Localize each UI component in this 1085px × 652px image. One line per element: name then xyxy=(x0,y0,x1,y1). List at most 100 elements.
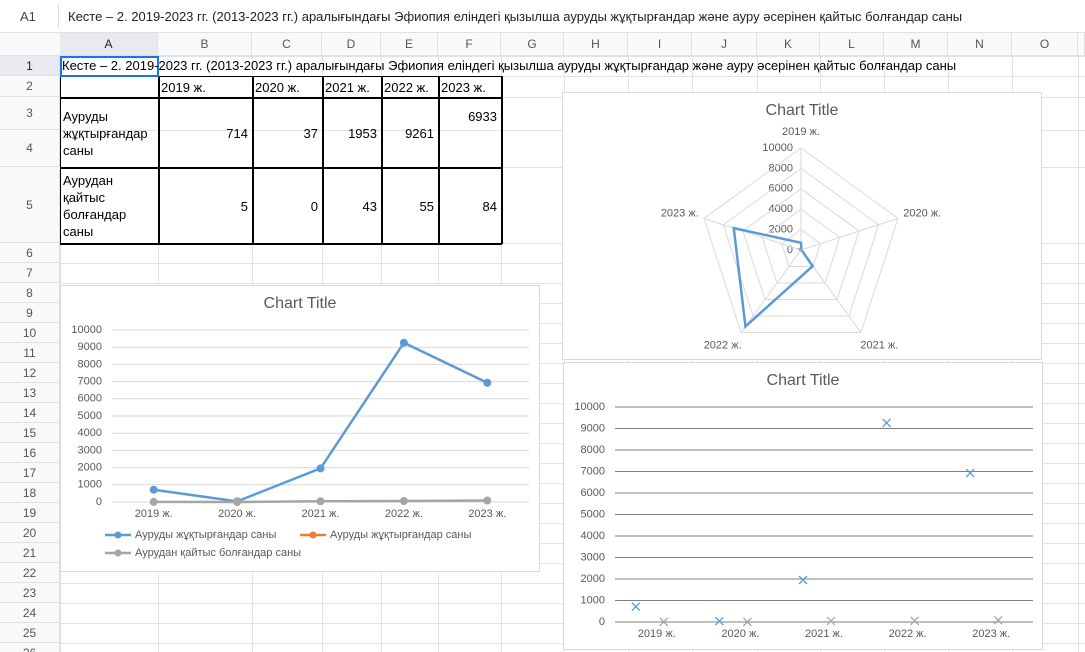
grid-line xyxy=(761,208,841,284)
column-header[interactable]: J xyxy=(692,33,757,56)
x-tick-label: 2021 ж. xyxy=(805,628,843,640)
column-header[interactable]: O xyxy=(1012,33,1078,56)
value-cell[interactable]: 6933 xyxy=(468,109,497,124)
row-header[interactable]: 5 xyxy=(0,167,60,243)
category-label: 2022 ж. xyxy=(704,339,742,351)
column-header[interactable]: K xyxy=(757,33,820,56)
row-label[interactable]: Ауруды жұқтырғандар саны xyxy=(63,108,148,158)
row-header[interactable]: 1 xyxy=(0,56,60,76)
y-tick-label: 4000 xyxy=(78,427,102,439)
column-header[interactable]: C xyxy=(252,33,322,56)
row-header[interactable]: 10 xyxy=(0,323,60,343)
value-cell[interactable]: 0 xyxy=(310,198,318,214)
value-cell[interactable]: 5 xyxy=(240,198,248,214)
header-cell[interactable]: 2019 ж. xyxy=(161,80,206,95)
row-header[interactable]: 22 xyxy=(0,563,60,583)
point xyxy=(483,378,492,387)
column-header[interactable]: M xyxy=(884,33,948,56)
column-header[interactable]: B xyxy=(158,33,252,56)
y-tick-label: 0 xyxy=(599,616,605,628)
table-border xyxy=(158,76,160,244)
row-header[interactable]: 2 xyxy=(0,76,60,97)
table-border xyxy=(438,76,440,244)
name-box[interactable]: A1 xyxy=(20,9,36,24)
column-header[interactable]: H xyxy=(564,33,628,56)
point xyxy=(965,468,975,478)
value-cell[interactable]: 37 xyxy=(303,125,318,141)
row-header[interactable]: 14 xyxy=(0,403,60,423)
point xyxy=(149,485,158,494)
value-cell[interactable]: 9261 xyxy=(405,125,434,141)
column-header[interactable]: G xyxy=(501,33,564,56)
y-tick-label: 7000 xyxy=(581,465,605,477)
grid-line xyxy=(1078,53,1079,652)
row-header[interactable]: 3 xyxy=(0,97,60,130)
chart[interactable]: Chart Title 0 2000 4000 6000 8000 10000 2019 ж.… xyxy=(562,92,1042,360)
header-cell[interactable]: 2022 ж. xyxy=(384,80,429,95)
chart-area xyxy=(563,362,1043,650)
x-tick-label: 2019 ж. xyxy=(135,508,173,520)
column-header[interactable]: L xyxy=(820,33,884,56)
point xyxy=(233,498,242,506)
row-header[interactable]: 20 xyxy=(0,523,60,543)
chart[interactable]: Chart Title 0 1000 2000 3000 4000 5000 6000 7000… xyxy=(563,362,1043,650)
y-tick-label: 3000 xyxy=(581,551,605,563)
row-header[interactable]: 7 xyxy=(0,263,60,283)
column-header[interactable]: F xyxy=(438,33,501,56)
value-cell[interactable]: 55 xyxy=(419,198,434,214)
y-tick-label: 9000 xyxy=(78,341,102,353)
row-header[interactable]: 26 xyxy=(0,643,60,652)
point xyxy=(631,602,641,612)
row-header[interactable]: 12 xyxy=(0,363,60,383)
grid-line xyxy=(742,188,860,301)
grid-line xyxy=(703,147,899,334)
x-tick-label: 2021 ж. xyxy=(302,508,340,520)
table-border xyxy=(60,97,502,99)
row-header[interactable]: 17 xyxy=(0,463,60,483)
row-header[interactable]: 15 xyxy=(0,423,60,443)
column-header[interactable]: A xyxy=(60,33,158,56)
spoke xyxy=(703,218,802,251)
point xyxy=(483,496,492,505)
grid-line xyxy=(60,76,1085,77)
grid-line xyxy=(722,167,880,317)
chart[interactable]: Chart Title 0 1000 2000 3000 4000 5000 6000 7000… xyxy=(60,285,540,572)
radar-line xyxy=(797,247,804,252)
y-tick-label: 8000 xyxy=(581,444,605,456)
row-header[interactable]: 8 xyxy=(0,283,60,303)
formula-content[interactable]: Кесте – 2. 2019-2023 гг. (2013-2023 гг.)… xyxy=(68,9,963,24)
row-header[interactable]: 21 xyxy=(0,543,60,563)
row-header[interactable]: 18 xyxy=(0,483,60,503)
row-header[interactable]: 24 xyxy=(0,603,60,623)
value-cell[interactable]: 84 xyxy=(482,198,497,214)
row-header[interactable]: 23 xyxy=(0,583,60,603)
point xyxy=(316,497,325,506)
point xyxy=(714,616,724,626)
row-header[interactable]: 13 xyxy=(0,383,60,403)
x-tick-label: 2023 ж. xyxy=(972,628,1010,640)
column-header[interactable]: I xyxy=(628,33,692,56)
column-header[interactable]: N xyxy=(948,33,1012,56)
row-header[interactable]: 25 xyxy=(0,623,60,643)
value-cell[interactable]: 1953 xyxy=(348,125,377,141)
row-header[interactable]: 11 xyxy=(0,343,60,363)
header-cell[interactable]: 2023 ж. xyxy=(441,80,486,95)
row-header[interactable]: 19 xyxy=(0,503,60,523)
point xyxy=(798,575,808,585)
title-cell[interactable] xyxy=(60,56,159,77)
value-cell[interactable]: 43 xyxy=(362,198,377,214)
header-cell[interactable]: 2020 ж. xyxy=(255,80,300,95)
chart-area xyxy=(562,92,1042,360)
value-cell[interactable]: 714 xyxy=(226,125,248,141)
row-header[interactable]: 6 xyxy=(0,243,60,263)
chart-title: Chart Title xyxy=(766,102,839,119)
row-header[interactable]: 9 xyxy=(0,303,60,323)
row-header[interactable]: 16 xyxy=(0,443,60,463)
header-cell[interactable]: 2021 ж. xyxy=(325,80,370,95)
row-label[interactable]: Аурудан қайтыс болғандар саны xyxy=(63,173,127,239)
y-tick-label: 5000 xyxy=(78,410,102,422)
column-header[interactable]: E xyxy=(381,33,438,56)
column-header[interactable]: D xyxy=(322,33,381,56)
row-header[interactable]: 4 xyxy=(0,130,60,167)
